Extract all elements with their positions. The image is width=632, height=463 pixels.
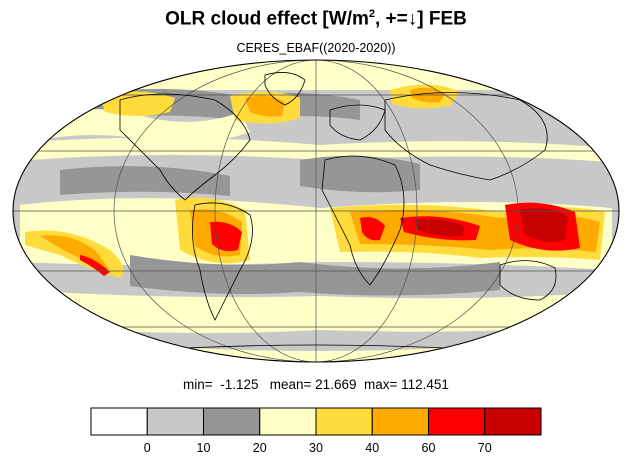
colorbar-tick-label: 60 bbox=[422, 441, 436, 455]
stat-max-value: 112.451 bbox=[401, 377, 449, 392]
colorbar-tick-label: 40 bbox=[365, 441, 379, 455]
colorbar-swatch bbox=[315, 407, 373, 436]
colorbar-tick-label: 70 bbox=[478, 441, 492, 455]
field-patch-indian-ocean-darkred bbox=[415, 218, 465, 237]
outline-europe bbox=[329, 104, 386, 141]
colorbar-tick-label: 30 bbox=[309, 441, 323, 455]
colorbar-tick-label: 10 bbox=[197, 441, 211, 455]
outline-greenland bbox=[264, 72, 306, 106]
field-patch-north-atlantic-orange bbox=[245, 95, 285, 117]
grid-line-meridian-60 bbox=[214, 60, 418, 362]
map-panel bbox=[12, 59, 620, 363]
field-patch-north-pacific-yellow bbox=[40, 109, 250, 144]
globe-border bbox=[12, 59, 620, 363]
colorbar-swatch bbox=[259, 407, 317, 436]
outline-antarctica bbox=[149, 344, 481, 351]
statistics-line: min= -1.125 mean= 21.669 max= 112.451 bbox=[183, 377, 449, 392]
grid-line-meridian-120 bbox=[113, 60, 519, 362]
stat-mean-value: 21.669 bbox=[315, 377, 357, 392]
plot-title: OLR cloud effect [W/m2, +=↓] FEB bbox=[165, 8, 467, 30]
outline-africa bbox=[321, 155, 405, 286]
field-patch-amazon-red bbox=[210, 221, 242, 252]
colorbar-swatch bbox=[90, 407, 148, 436]
field-patch-maritime-continent-darkred bbox=[520, 208, 568, 242]
plot-subtitle: CERES_EBAF((2020-2020)) bbox=[236, 41, 396, 55]
field-patch-africa-red bbox=[360, 217, 385, 241]
colorbar-swatch bbox=[146, 407, 204, 436]
map-graticule bbox=[13, 60, 619, 362]
colorbar-swatch bbox=[371, 407, 429, 436]
outline-asia bbox=[384, 92, 548, 181]
field-patch-north-pacific-gold bbox=[100, 91, 175, 116]
colorbar-tick-label: 0 bbox=[144, 441, 151, 455]
field-patch-sahara-dark bbox=[300, 155, 420, 193]
colorbar-tick-label: 20 bbox=[253, 441, 267, 455]
colorbar-swatch bbox=[203, 407, 261, 436]
continent-outlines bbox=[119, 72, 557, 351]
field-patch-northern-yellow-band bbox=[30, 137, 610, 162]
colorbar-swatch bbox=[484, 407, 542, 436]
field-patch-subtropic-dark bbox=[60, 166, 230, 196]
field-patch-south-dark bbox=[130, 255, 500, 296]
outline-north-america bbox=[119, 93, 251, 201]
colorbar-swatch bbox=[428, 407, 486, 436]
outline-south-america bbox=[192, 202, 253, 321]
stat-min-value: -1.125 bbox=[220, 377, 259, 392]
outline-australia bbox=[499, 260, 557, 301]
